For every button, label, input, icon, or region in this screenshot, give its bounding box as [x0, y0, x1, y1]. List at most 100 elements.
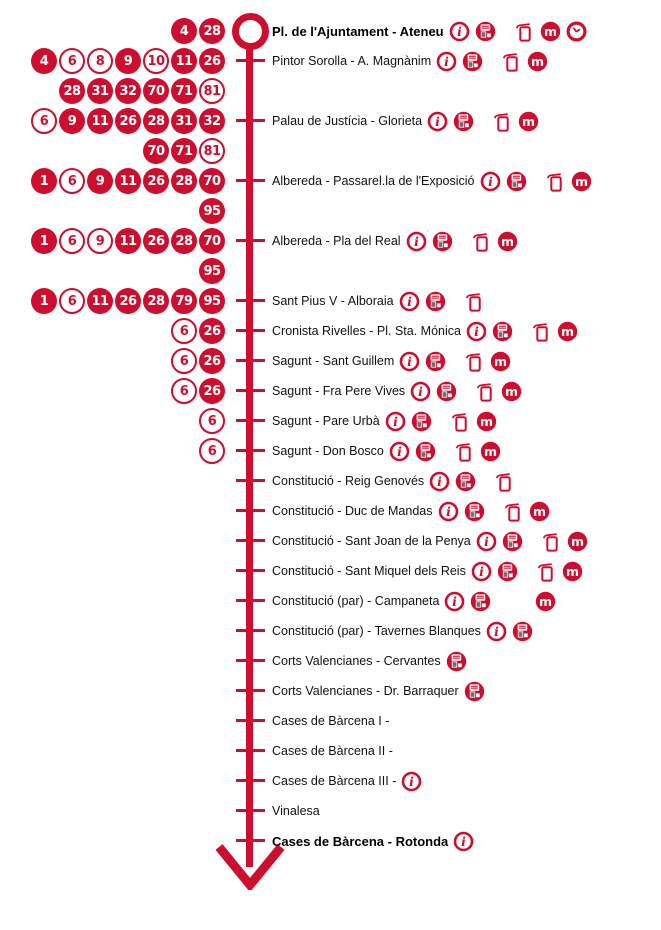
line-badge-95[interactable]: 95: [199, 288, 225, 314]
line-badge-70[interactable]: 70: [199, 168, 225, 194]
info-icon[interactable]: i: [466, 321, 487, 342]
line-badge-81[interactable]: 81: [199, 138, 225, 164]
line-badge-31[interactable]: 31: [87, 78, 113, 104]
line-badge-28[interactable]: 28: [143, 288, 169, 314]
info-icon[interactable]: i: [399, 291, 420, 312]
ticket-machine-icon: [411, 411, 432, 432]
line-badge-26[interactable]: 26: [199, 378, 225, 404]
stop-tick: [236, 179, 265, 182]
info-icon[interactable]: i: [449, 21, 470, 42]
line-badge-10[interactable]: 10: [143, 48, 169, 74]
info-icon[interactable]: i: [389, 441, 410, 462]
info-icon[interactable]: i: [486, 621, 507, 642]
line-badge-79[interactable]: 79: [171, 288, 197, 314]
line-badge-70[interactable]: 70: [143, 138, 169, 164]
line-badge-32[interactable]: 32: [115, 78, 141, 104]
info-icon[interactable]: i: [436, 51, 457, 72]
icon-spacer: [509, 591, 530, 612]
line-badge-4[interactable]: 4: [171, 18, 197, 44]
line-badge-9[interactable]: 9: [115, 48, 141, 74]
svg-text:m: m: [539, 593, 552, 608]
metro-icon: m: [557, 321, 578, 342]
line-badge-8[interactable]: 8: [87, 48, 113, 74]
line-badge-9[interactable]: 9: [87, 168, 113, 194]
line-badge-6[interactable]: 6: [171, 318, 197, 344]
line-badge-1[interactable]: 1: [31, 228, 57, 254]
line-badge-71[interactable]: 71: [171, 78, 197, 104]
line-badge-6[interactable]: 6: [171, 348, 197, 374]
info-icon[interactable]: i: [444, 591, 465, 612]
line-badge-26[interactable]: 26: [199, 318, 225, 344]
line-badge-6[interactable]: 6: [199, 438, 225, 464]
svg-text:m: m: [574, 173, 587, 188]
svg-text:m: m: [505, 383, 518, 398]
line-badge-26[interactable]: 26: [199, 48, 225, 74]
line-badge-11[interactable]: 11: [115, 228, 141, 254]
stop-name: Constitució (par) - Campaneta: [272, 594, 440, 608]
info-icon[interactable]: i: [476, 531, 497, 552]
line-badge-11[interactable]: 11: [171, 48, 197, 74]
line-badge-26[interactable]: 26: [115, 288, 141, 314]
info-icon[interactable]: i: [410, 381, 431, 402]
stop-label: Cronista Rivelles - Pl. Sta. Mónica i m: [272, 316, 578, 346]
line-badge-28[interactable]: 28: [143, 108, 169, 134]
info-icon[interactable]: i: [438, 501, 459, 522]
line-badge-6[interactable]: 6: [59, 48, 85, 74]
info-icon[interactable]: i: [401, 771, 422, 792]
line-badge-11[interactable]: 11: [87, 108, 113, 134]
line-badge-81[interactable]: 81: [199, 78, 225, 104]
stop-tick: [236, 119, 265, 122]
line-badge-95[interactable]: 95: [199, 258, 225, 284]
metro-icon: m: [518, 111, 539, 132]
line-badge-28[interactable]: 28: [199, 18, 225, 44]
line-badge-11[interactable]: 11: [115, 168, 141, 194]
line-badge-9[interactable]: 9: [87, 228, 113, 254]
info-icon[interactable]: i: [480, 171, 501, 192]
stop-tick: [236, 299, 265, 302]
bus-stop-post-icon: [536, 561, 557, 582]
line-badge-26[interactable]: 26: [115, 108, 141, 134]
line-badge-26[interactable]: 26: [199, 348, 225, 374]
stop-name: Albereda - Pla del Real: [272, 234, 401, 248]
line-badge-6[interactable]: 6: [199, 408, 225, 434]
line-badge-6[interactable]: 6: [171, 378, 197, 404]
line-badge-70[interactable]: 70: [143, 78, 169, 104]
connection-badge-line: 6 26: [0, 316, 225, 346]
metro-icon: m: [540, 21, 561, 42]
line-badge-6[interactable]: 6: [59, 288, 85, 314]
line-badge-9[interactable]: 9: [59, 108, 85, 134]
stop-row: 1 6 11 26 28 79 95 Sant Pius V - Alboraia i: [0, 286, 661, 316]
svg-text:i: i: [444, 54, 449, 69]
metro-icon: m: [527, 51, 548, 72]
line-badge-6[interactable]: 6: [31, 108, 57, 134]
svg-text:i: i: [474, 324, 479, 339]
line-badge-1[interactable]: 1: [31, 288, 57, 314]
line-badge-70[interactable]: 70: [199, 228, 225, 254]
line-badge-6[interactable]: 6: [59, 168, 85, 194]
info-icon[interactable]: i: [406, 231, 427, 252]
line-badge-28[interactable]: 28: [171, 228, 197, 254]
info-icon[interactable]: i: [429, 471, 450, 492]
info-icon[interactable]: i: [385, 411, 406, 432]
line-badge-95[interactable]: 95: [199, 198, 225, 224]
terminus-ring: [232, 13, 269, 50]
line-badge-28[interactable]: 28: [59, 78, 85, 104]
line-badge-32[interactable]: 32: [199, 108, 225, 134]
line-badge-4[interactable]: 4: [31, 48, 57, 74]
line-badge-26[interactable]: 26: [143, 168, 169, 194]
info-icon[interactable]: i: [427, 111, 448, 132]
line-badge-71[interactable]: 71: [171, 138, 197, 164]
stop-name: Sagunt - Don Bosco: [272, 444, 384, 458]
line-badge-26[interactable]: 26: [143, 228, 169, 254]
stop-label: Corts Valencianes - Cervantes: [272, 646, 467, 676]
info-icon[interactable]: i: [453, 831, 474, 852]
line-badge-28[interactable]: 28: [171, 168, 197, 194]
line-badge-1[interactable]: 1: [31, 168, 57, 194]
metro-icon: m: [480, 441, 501, 462]
info-icon[interactable]: i: [399, 351, 420, 372]
info-icon[interactable]: i: [471, 561, 492, 582]
stop-label: Constitució (par) - Tavernes Blanques i: [272, 616, 533, 646]
line-badge-6[interactable]: 6: [59, 228, 85, 254]
line-badge-11[interactable]: 11: [87, 288, 113, 314]
line-badge-31[interactable]: 31: [171, 108, 197, 134]
